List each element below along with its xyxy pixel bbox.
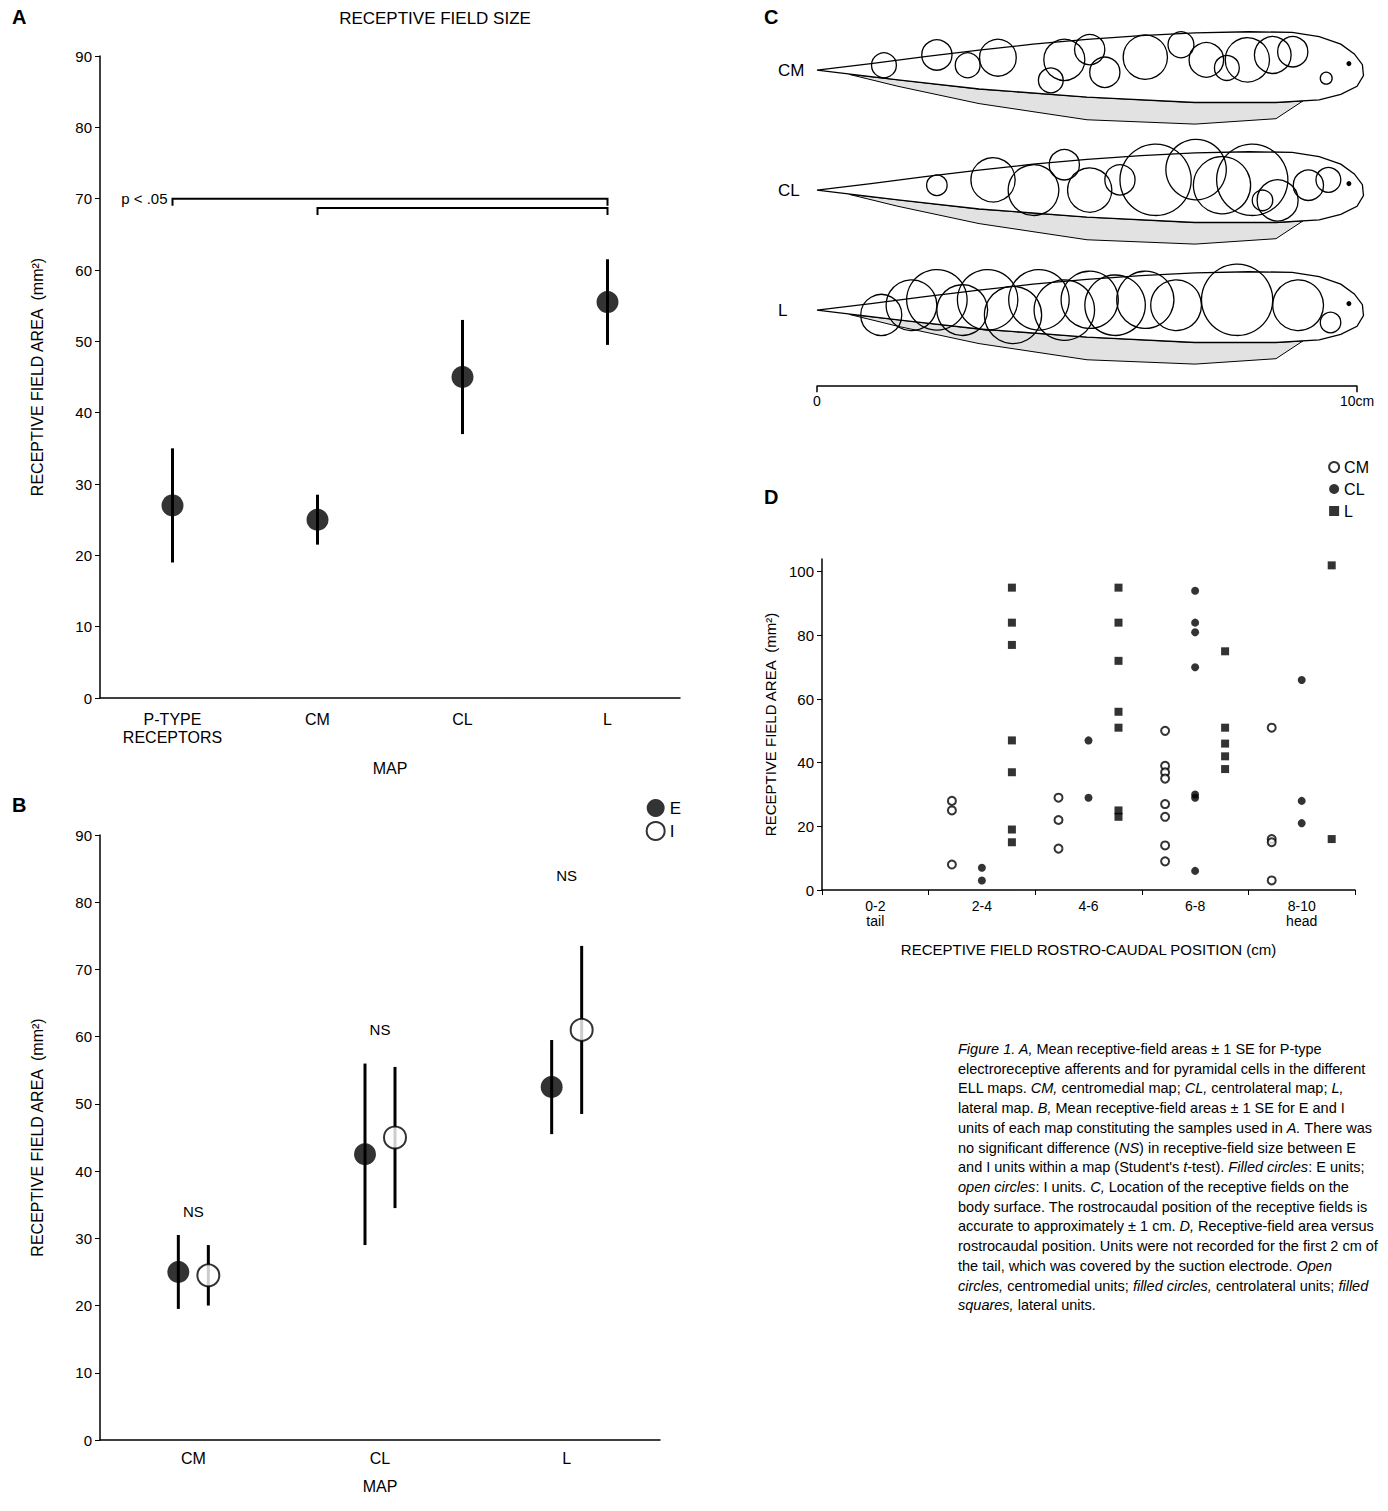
svg-text:50: 50 (75, 333, 92, 350)
svg-text:10cm: 10cm (1340, 393, 1374, 409)
svg-text:CM: CM (305, 711, 330, 728)
svg-text:50: 50 (75, 1095, 92, 1112)
svg-text:0: 0 (806, 882, 814, 899)
svg-text:0-2: 0-2 (865, 898, 885, 914)
svg-text:20: 20 (797, 818, 814, 835)
svg-text:CL: CL (1344, 481, 1365, 498)
svg-text:RECEPTORS: RECEPTORS (123, 729, 222, 746)
html-text:C: C (764, 6, 779, 28)
svg-text:80: 80 (797, 627, 814, 644)
svg-text:40: 40 (75, 1163, 92, 1180)
svg-text:CM: CM (778, 61, 804, 80)
svg-text:40: 40 (75, 404, 92, 421)
svg-text:CL: CL (778, 181, 800, 200)
svg-text:60: 60 (797, 691, 814, 708)
svg-text:CM: CM (1344, 459, 1369, 476)
svg-text:80: 80 (75, 894, 92, 911)
svg-text:10: 10 (75, 618, 92, 635)
html-text:Figure 1. A, Mean receptive-fi: Figure 1. A, Mean receptive-field areas … (958, 1041, 1366, 1097)
svg-text:90: 90 (75, 827, 92, 844)
svg-text:6-8: 6-8 (1185, 898, 1205, 914)
svg-text:4-6: 4-6 (1078, 898, 1098, 914)
svg-text:RECEPTIVE FIELD SIZE: RECEPTIVE FIELD SIZE (339, 9, 531, 28)
html-text:lateral map. B, Mean receptive: lateral map. B, Mean receptive-field are… (958, 1100, 1372, 1176)
svg-text:20: 20 (75, 1297, 92, 1314)
svg-text:RECEPTIVE FIELD ROSTRO-CAUDAL: RECEPTIVE FIELD ROSTRO-CAUDAL POSITION (… (901, 941, 1276, 958)
svg-text:90: 90 (75, 48, 92, 65)
svg-text:0: 0 (84, 1432, 92, 1449)
svg-text:0: 0 (84, 690, 92, 707)
svg-text:8-10: 8-10 (1288, 898, 1316, 914)
svg-text:NS: NS (556, 867, 577, 884)
svg-text:MAP: MAP (373, 760, 408, 777)
svg-text:30: 30 (75, 1230, 92, 1247)
svg-text:60: 60 (75, 262, 92, 279)
svg-text:CM: CM (181, 1450, 206, 1467)
html-text:D: D (764, 486, 779, 508)
svg-text:70: 70 (75, 961, 92, 978)
svg-text:L: L (778, 301, 787, 320)
svg-text:30: 30 (75, 476, 92, 493)
svg-text:60: 60 (75, 1028, 92, 1045)
svg-text:70: 70 (75, 190, 92, 207)
svg-text:0: 0 (813, 393, 821, 409)
svg-text:20: 20 (75, 547, 92, 564)
svg-text:p < .05: p < .05 (121, 190, 167, 207)
svg-text:NS: NS (370, 1021, 391, 1038)
html-text:open circles: I units. C, Loca: open circles: I units. C, Location of th… (958, 1179, 1378, 1314)
svg-text:RECEPTIVE FIELD AREA (mm²): RECEPTIVE FIELD AREA (mm²) (29, 258, 46, 496)
svg-text:E: E (670, 799, 681, 818)
svg-text:RECEPTIVE FIELD AREA (mm²): RECEPTIVE FIELD AREA (mm²) (29, 1018, 46, 1256)
svg-text:CL: CL (452, 711, 473, 728)
svg-text:P-TYPE: P-TYPE (144, 711, 202, 728)
svg-text:80: 80 (75, 119, 92, 136)
html-text:A: A (12, 6, 27, 28)
svg-text:NS: NS (183, 1203, 204, 1220)
svg-text:L: L (562, 1450, 571, 1467)
svg-text:head: head (1286, 913, 1317, 929)
svg-text:L: L (603, 711, 612, 728)
svg-text:CL: CL (370, 1450, 391, 1467)
svg-text:10: 10 (75, 1364, 92, 1381)
svg-text:I: I (670, 822, 675, 841)
svg-text:2-4: 2-4 (972, 898, 992, 914)
html-text:B: B (12, 794, 27, 816)
svg-text:MAP: MAP (363, 1478, 398, 1495)
svg-text:L: L (1344, 503, 1353, 520)
svg-text:100: 100 (789, 563, 814, 580)
svg-text:RECEPTIVE FIELD AREA (mm²): RECEPTIVE FIELD AREA (mm²) (762, 613, 779, 836)
svg-text:tail: tail (866, 913, 884, 929)
svg-text:40: 40 (797, 754, 814, 771)
